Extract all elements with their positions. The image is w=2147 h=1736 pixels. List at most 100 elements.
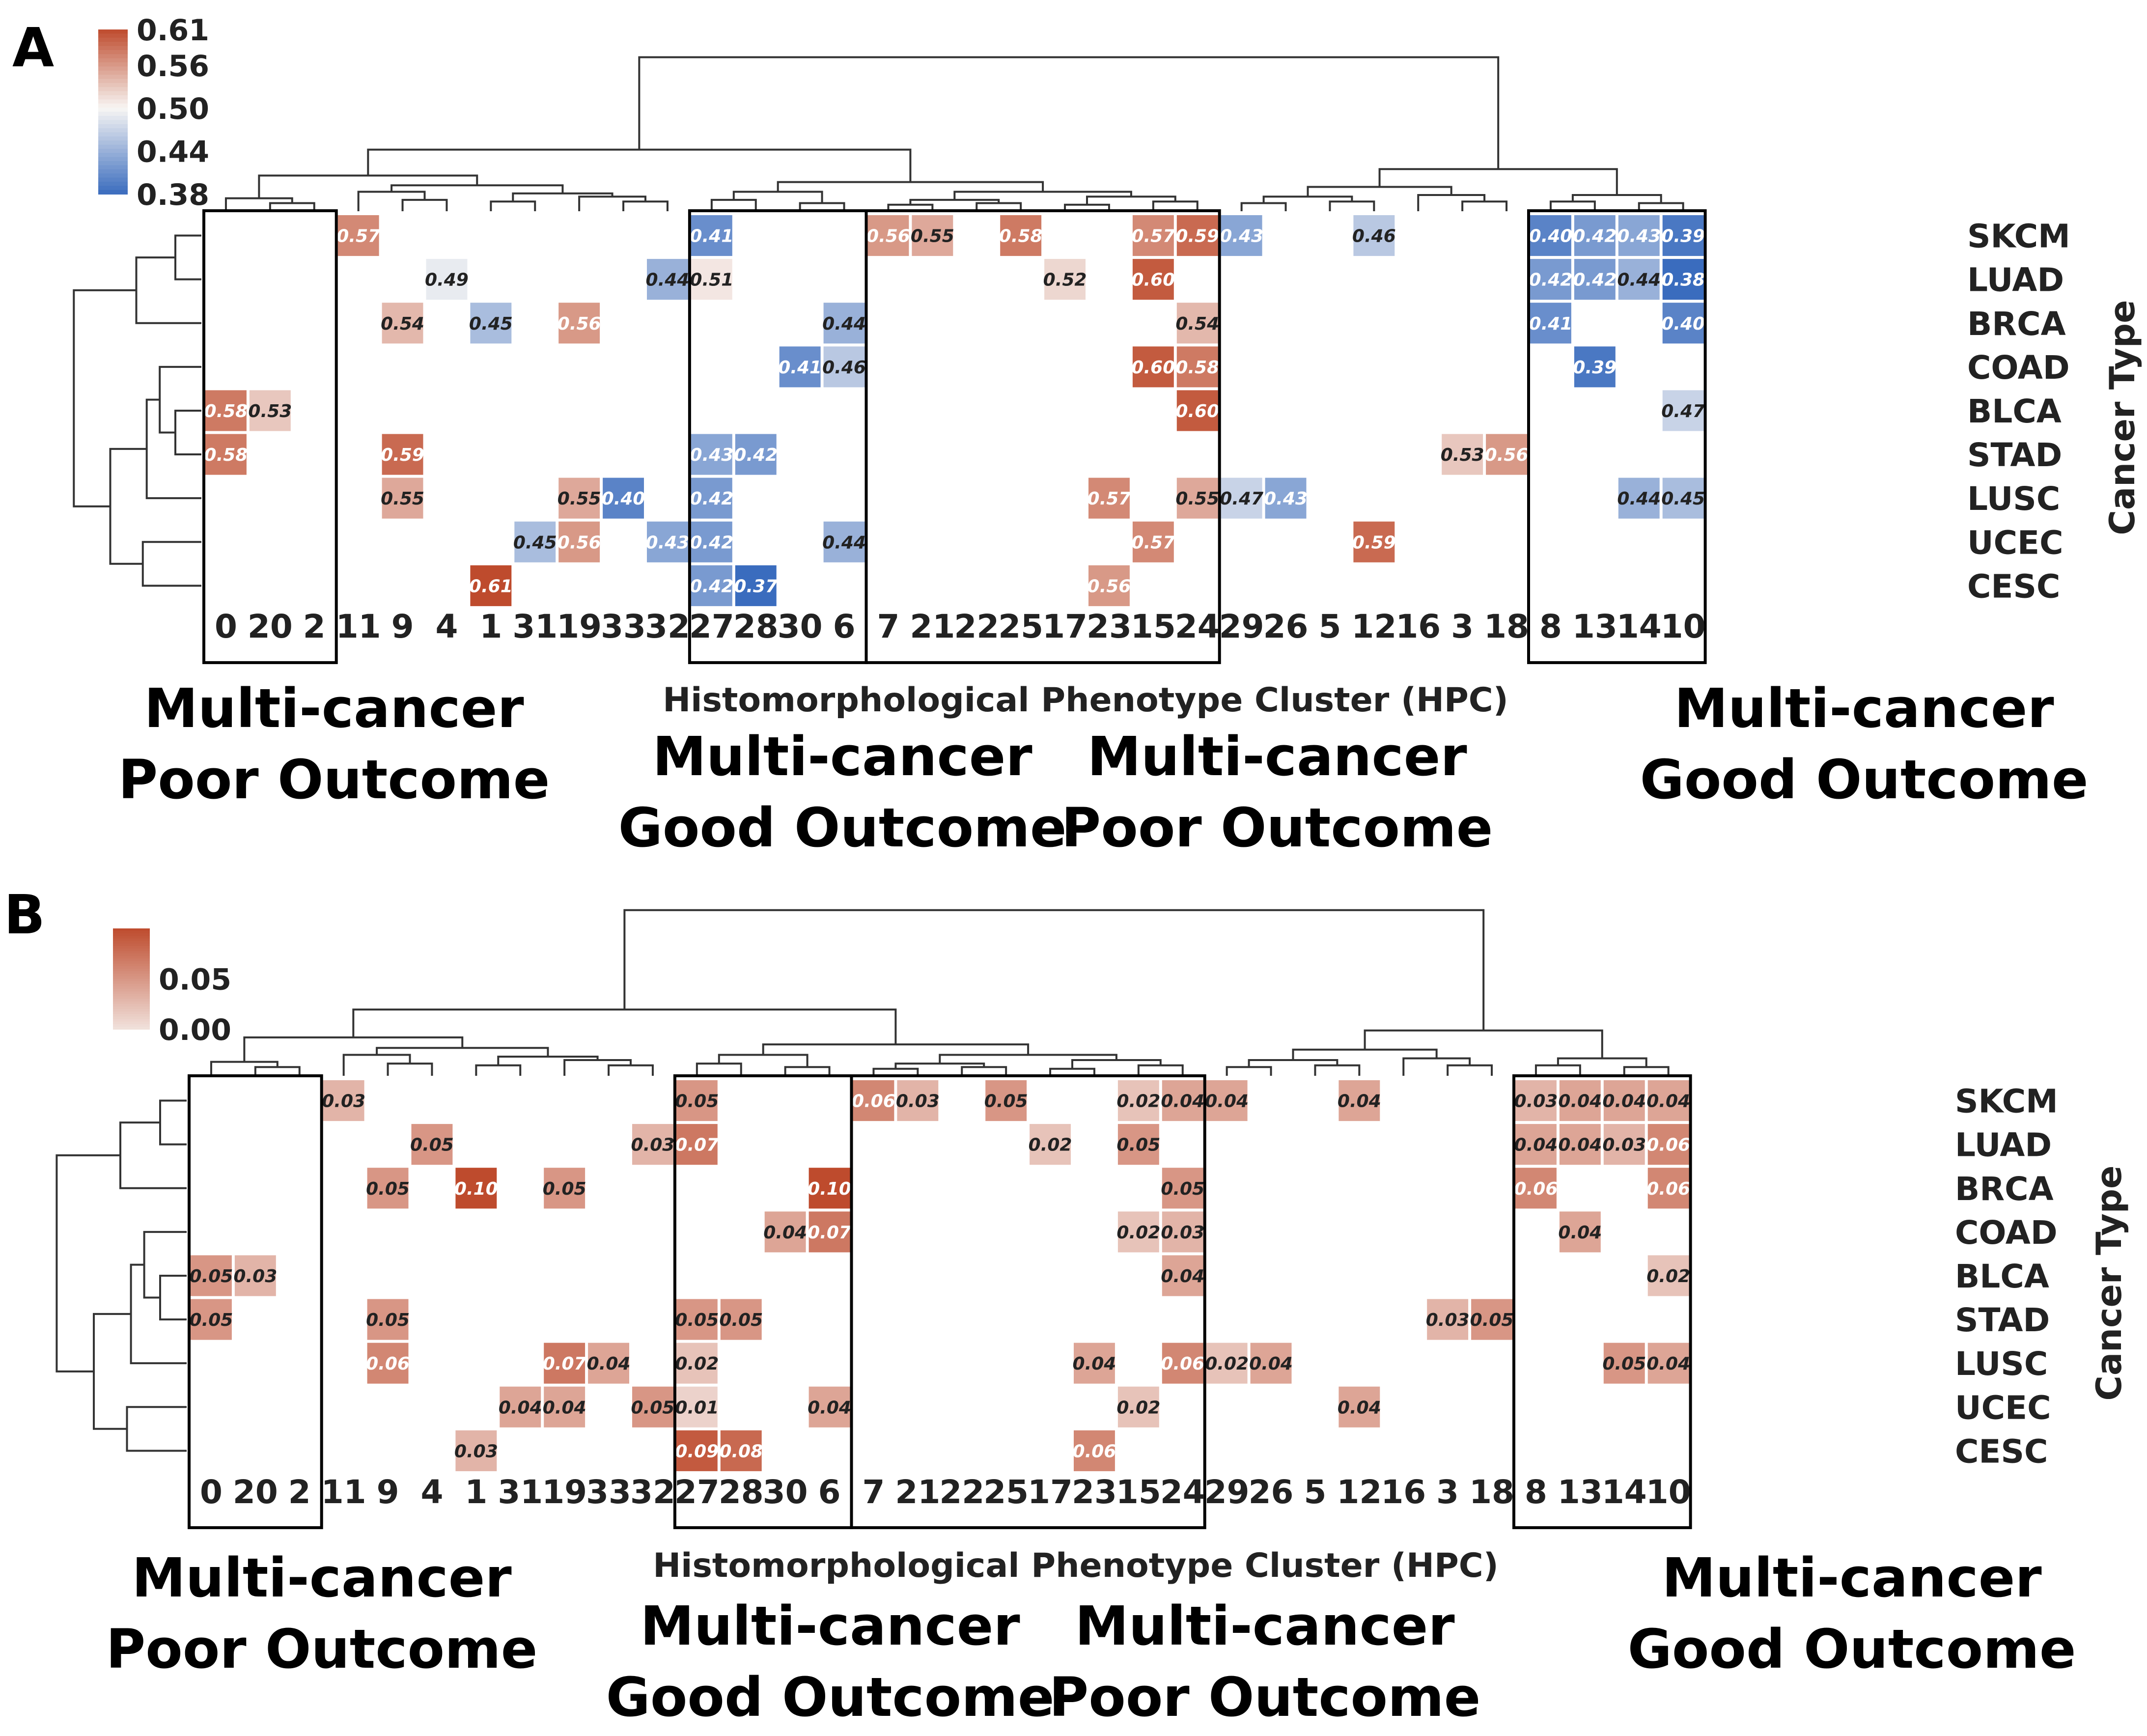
cell-value-label: 0.42	[690, 532, 733, 553]
cell-value-label: 0.54	[381, 314, 424, 334]
column-label: 11	[336, 608, 381, 645]
heatmap-cell	[1647, 1255, 1689, 1296]
cell-value-label: 0.43	[646, 532, 690, 553]
colorbar-tick-label: 0.56	[137, 49, 209, 84]
cell-value-label: 0.55	[911, 226, 954, 247]
colorbar-step	[98, 62, 128, 67]
heatmap-cell	[1221, 215, 1262, 256]
dendrogram-link	[1378, 168, 1618, 195]
row-label: STAD	[1967, 436, 2062, 474]
cell-value-label: 0.59	[1352, 532, 1396, 553]
cell-value-label: 0.04	[1249, 1354, 1293, 1374]
column-label: 2	[288, 1473, 311, 1511]
colorbar-step	[113, 1004, 150, 1007]
column-label: 17	[1042, 608, 1087, 645]
heatmap-cell	[1132, 521, 1174, 562]
heatmap-cell	[1074, 1343, 1115, 1384]
panel-b-row-dendrogram	[56, 1099, 187, 1452]
heatmap-cell	[1427, 1299, 1469, 1340]
heatmap-cell	[691, 259, 732, 300]
column-label: 23	[1072, 1473, 1117, 1511]
heatmap-cell	[470, 565, 512, 606]
column-label: 8	[1539, 608, 1562, 645]
colorbar-tick-label: 0.05	[159, 963, 231, 997]
group-box	[188, 1074, 323, 1529]
heatmap-cell	[1662, 259, 1704, 300]
group-label-line2: Good Outcome	[618, 796, 1067, 859]
heatmap-cell	[1162, 1080, 1203, 1121]
cell-value-label: 0.06	[1073, 1441, 1116, 1461]
heatmap-cell	[1647, 1080, 1689, 1121]
cell-value-label: 0.57	[1131, 226, 1175, 247]
heatmap-cell	[382, 434, 423, 475]
cell-value-label: 0.02	[1029, 1135, 1072, 1155]
dendrogram-link	[387, 1063, 433, 1076]
cell-value-label: 0.46	[822, 358, 866, 378]
cell-value-label: 0.06	[1161, 1354, 1204, 1374]
column-label: 27	[674, 1473, 720, 1511]
cell-value-label: 0.44	[1617, 270, 1661, 290]
colorbar-tick-label: 0.00	[159, 1013, 231, 1047]
cell-value-label: 0.06	[366, 1354, 410, 1374]
heatmap-cell	[1044, 259, 1086, 300]
colorbar-step	[98, 173, 128, 178]
heatmap-cell	[1515, 1124, 1557, 1165]
column-label: 21	[895, 1473, 940, 1511]
row-label: COAD	[1967, 349, 2070, 387]
colorbar-step	[113, 951, 150, 954]
column-label: 3	[1436, 1473, 1459, 1511]
dendrogram-link	[143, 1231, 187, 1299]
heatmap-cell	[367, 1343, 409, 1384]
heatmap-cell	[1132, 259, 1174, 300]
colorbar-step	[113, 991, 150, 995]
heatmap-cell	[1574, 259, 1616, 300]
colorbar-tick-label: 0.61	[137, 13, 209, 48]
panel-a-group-label-4: Multi-cancer Good Outcome	[1640, 677, 2089, 811]
dendrogram-link	[401, 198, 448, 211]
column-label: 0	[215, 608, 237, 645]
column-label: 19	[557, 608, 602, 645]
heatmap-cell	[1132, 346, 1174, 388]
colorbar-step	[113, 979, 150, 982]
dendrogram-link	[1461, 200, 1508, 211]
cell-value-label: 0.04	[808, 1398, 851, 1418]
cell-value-label: 0.43	[1220, 226, 1263, 247]
heatmap-cell	[1574, 215, 1616, 256]
group-box	[1512, 1074, 1692, 1529]
colorbar-step	[113, 958, 150, 962]
cell-value-label: 0.05	[543, 1179, 586, 1199]
cell-value-label: 0.57	[1131, 532, 1175, 553]
heatmap-cell	[691, 434, 732, 475]
heatmap-cell	[500, 1386, 541, 1428]
group-label-line2: Good Outcome	[606, 1666, 1055, 1729]
column-label: 15	[1116, 1473, 1161, 1511]
column-label: 16	[1381, 1473, 1426, 1511]
heatmap-cell	[1206, 1343, 1248, 1384]
colorbar-step	[98, 148, 128, 154]
heatmap-cell	[1647, 1343, 1689, 1384]
dendrogram-link	[1240, 202, 1287, 211]
heatmap-cell	[735, 434, 777, 475]
heatmap-cell	[1117, 1124, 1159, 1165]
row-label: SKCM	[1955, 1083, 2058, 1120]
dendrogram-link	[342, 1054, 411, 1076]
dendrogram-link	[159, 1099, 187, 1146]
colorbar-step	[113, 943, 150, 947]
panel-b-y-axis-title: Cancer Type	[2089, 1166, 2129, 1401]
group-box	[864, 209, 1221, 664]
cell-value-label: 0.04	[543, 1398, 586, 1418]
column-label: 10	[1661, 608, 1706, 645]
column-label: 9	[377, 1473, 399, 1511]
heatmap-cell	[897, 1080, 939, 1121]
cell-value-label: 0.04	[1602, 1092, 1646, 1112]
heatmap-cell	[1162, 1255, 1203, 1296]
row-label: STAD	[1955, 1301, 2050, 1339]
cell-value-label: 0.02	[1116, 1092, 1160, 1112]
colorbar-step	[98, 54, 128, 59]
cell-value-label: 0.05	[410, 1135, 454, 1155]
heatmap-cell	[632, 1124, 673, 1165]
column-label: 11	[321, 1473, 366, 1511]
group-label-line2: Poor Outcome	[1049, 1666, 1481, 1729]
dendrogram-link	[174, 234, 201, 280]
heatmap-cell	[823, 303, 865, 344]
